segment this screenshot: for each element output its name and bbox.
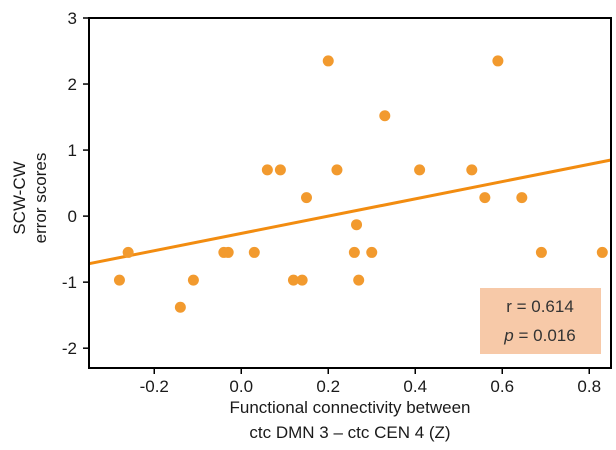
y-tick-label: -2 <box>62 339 77 358</box>
data-point <box>414 164 426 176</box>
p-symbol: p <box>503 326 513 345</box>
x-axis-title-line-2: ctc DMN 3 – ctc CEN 4 (Z) <box>249 423 450 442</box>
y-tick-label: 0 <box>68 207 77 226</box>
data-point <box>492 55 504 67</box>
data-point <box>351 219 363 231</box>
data-point <box>596 246 608 258</box>
p-value: = 0.016 <box>514 326 576 345</box>
y-tick-label: 1 <box>68 141 77 160</box>
x-tick-label: 0.8 <box>577 377 601 396</box>
data-point <box>353 274 365 286</box>
data-point <box>287 274 299 286</box>
data-point <box>187 274 199 286</box>
data-point <box>379 110 391 122</box>
data-point <box>366 246 378 258</box>
stat-annotation-box <box>480 288 601 354</box>
data-point <box>174 301 186 313</box>
data-point <box>301 192 312 204</box>
data-point <box>274 164 286 176</box>
data-point <box>516 192 528 204</box>
p-value-text: p = 0.016 <box>503 326 575 345</box>
y-tick-label: -1 <box>62 273 77 292</box>
data-points <box>113 55 608 313</box>
x-axis-title-line-1: Functional connectivity between <box>230 398 471 417</box>
x-tick-label: 0.6 <box>490 377 514 396</box>
y-tick-label: 3 <box>68 9 77 28</box>
x-tick-label: 0.4 <box>403 377 427 396</box>
r-value-text: r = 0.614 <box>506 297 574 316</box>
data-point <box>296 274 308 286</box>
data-point <box>466 164 478 176</box>
y-axis-ticks: -2 -1 0 1 2 3 <box>62 9 89 358</box>
y-axis-title-line-1: SCW-CW <box>10 161 29 234</box>
regression-line <box>88 158 612 266</box>
x-axis-ticks: -0.2 0.0 0.2 0.4 0.6 0.8 <box>140 368 601 396</box>
x-tick-label: -0.2 <box>140 377 169 396</box>
data-point <box>535 246 547 258</box>
data-point <box>331 164 343 176</box>
y-axis-title-line-2: error scores <box>31 153 50 244</box>
data-point <box>222 246 234 258</box>
data-point <box>261 164 273 176</box>
data-point <box>248 246 260 258</box>
y-tick-label: 2 <box>68 75 77 94</box>
x-tick-label: 0.0 <box>229 377 253 396</box>
data-point <box>122 246 134 258</box>
data-point <box>322 55 334 67</box>
data-point <box>348 246 360 258</box>
data-point <box>479 192 491 204</box>
data-point <box>113 274 125 286</box>
plot-frame <box>88 17 612 369</box>
x-tick-label: 0.2 <box>316 377 340 396</box>
